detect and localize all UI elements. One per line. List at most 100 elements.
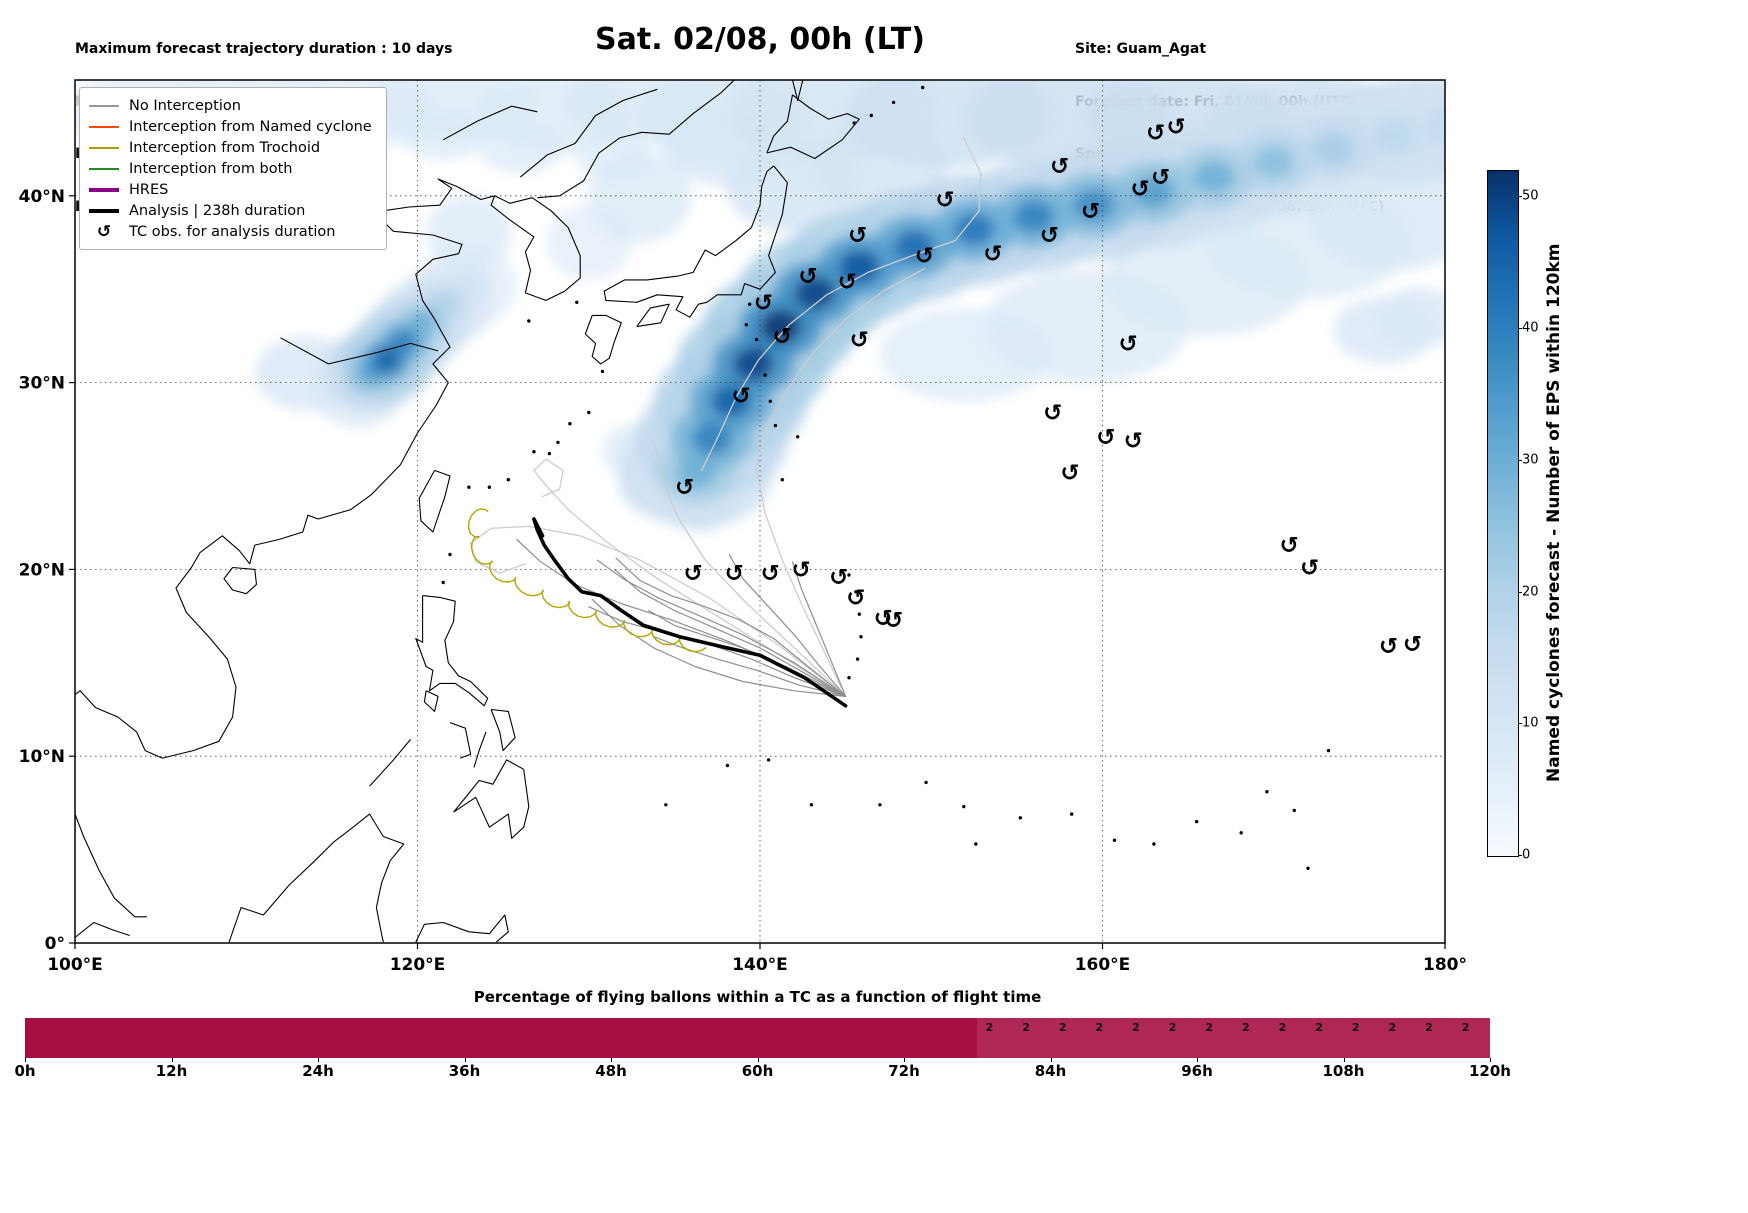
- legend-label: Interception from Trochoid: [129, 139, 321, 156]
- bar-annotation: 2: [985, 1021, 994, 1034]
- y-tick-label: 10°N: [19, 747, 65, 767]
- bar-annotation: 2: [1315, 1021, 1323, 1034]
- trajectory-trochoid: [467, 508, 707, 653]
- legend-label: HRES: [129, 181, 169, 198]
- x-tick-label: 160°E: [1075, 955, 1131, 975]
- bar-x-tick-label: 12h: [155, 1062, 188, 1080]
- colorbar-tick-label: 50: [1522, 188, 1539, 204]
- legend-line-swatch: [88, 208, 120, 213]
- tc-obs-icon: ↺: [1096, 425, 1115, 451]
- bar-x-tick-label: 24h: [302, 1062, 334, 1080]
- trajectory-no-interception: [654, 445, 847, 698]
- bar-annotation: 2: [1022, 1021, 1030, 1034]
- legend: No Interception Interception from Named c…: [79, 87, 387, 250]
- legend-item: Interception from both: [88, 158, 372, 179]
- x-tick-label: 140°E: [732, 955, 788, 975]
- colorbar-tick-label: 0: [1522, 847, 1531, 863]
- bar-x-tick-label: 120h: [1469, 1062, 1511, 1080]
- tc-obs-icon: ↺: [1280, 533, 1299, 559]
- page-title: Sat. 02/08, 00h (LT): [595, 22, 925, 57]
- tc-obs-symbols: ↺ ↺↺↺ ↺↺ ↺↺ ↺↺ ↺↺ ↺↺↺ ↺ ↺↺↺↺ ↺↺↺↺↺↺ ↺ ↺ ↺ ↺↺↺↺↺ ↺: [675, 115, 1422, 660]
- tc-obs-icon: ↺: [848, 223, 867, 249]
- bar-annotation: 2: [1425, 1021, 1433, 1034]
- density-layer: [75, 80, 1445, 533]
- tc-obs-icon: ↺: [829, 565, 848, 591]
- legend-label: TC obs. for analysis duration: [129, 223, 336, 240]
- colorbar-tick-mark: [1518, 855, 1522, 856]
- tc-obs-icon: ↺: [884, 608, 903, 634]
- trajectory: [791, 561, 847, 698]
- trajectory: [653, 636, 847, 698]
- tc-obs-icon: ↺: [1040, 223, 1059, 249]
- tc-obs-icon: ↺: [754, 290, 773, 316]
- bar-segment: [977, 1018, 1490, 1058]
- legend-label: Interception from both: [129, 160, 293, 177]
- colorbar-tick-label: 10: [1522, 715, 1539, 731]
- bar-annotation: 2: [1278, 1021, 1287, 1034]
- x-tick-label: 180°: [1423, 955, 1467, 975]
- bar-annotation: 2: [1388, 1021, 1397, 1034]
- bar-x-tick-label: 108h: [1322, 1062, 1365, 1080]
- tc-obs-icon: ↺: [846, 585, 865, 611]
- bar-annotation: 2: [1132, 1021, 1140, 1034]
- trajectory: [588, 606, 847, 698]
- colorbar-tick-mark: [1518, 459, 1522, 461]
- tc-obs-icon: ↺: [761, 561, 780, 587]
- legend-item: Interception from Named cyclone: [88, 116, 372, 137]
- trajectory-no-interception: [469, 525, 847, 698]
- bar-x-tick-mark: [1343, 1058, 1345, 1062]
- colorbar-tick-mark: [1518, 328, 1522, 330]
- bar-x-tick-label: 48h: [595, 1062, 627, 1080]
- site-text: Site: Guam_Agat: [1075, 41, 1207, 57]
- tc-obs-icon: ↺: [935, 188, 954, 214]
- tc-obs-icon: ↺: [838, 270, 857, 296]
- tc-obs-icon: ↺: [1043, 401, 1062, 427]
- bar-x-tick-mark: [25, 1058, 26, 1062]
- bar-x-tick-mark: [171, 1058, 173, 1062]
- max-duration-text: Maximum forecast trajectory duration : 1…: [75, 41, 453, 57]
- legend-item: HRES: [88, 179, 372, 200]
- colorbar-tick-mark: [1518, 196, 1522, 198]
- bar-x-tick-mark: [757, 1058, 759, 1062]
- bar-annotation: 2: [1205, 1021, 1214, 1034]
- colorbar-tick-label: 20: [1522, 584, 1539, 600]
- analysis-track: [532, 517, 848, 708]
- bar-x-tick-mark: [611, 1058, 612, 1062]
- bar-x-tick-label: 96h: [1181, 1062, 1213, 1080]
- grid: [75, 80, 1445, 943]
- bar: [25, 1018, 1490, 1058]
- bar-x-tick-label: 0h: [14, 1062, 36, 1080]
- bar-annotation: 2: [1058, 1021, 1067, 1034]
- y-tick-label: 30°N: [19, 374, 65, 394]
- axis-labels: 100°E 120°E 140°E 160°E 180° 0° 10°N 20°N 30°N 40…: [19, 187, 1467, 975]
- legend-label: No Interception: [129, 97, 241, 114]
- legend-line-swatch: [88, 187, 120, 192]
- trajectory-no-interception: [755, 268, 926, 698]
- trajectory-no-interception: [533, 458, 847, 698]
- legend-item: ↺ TC obs. for analysis duration: [88, 221, 372, 242]
- x-tick-label: 100°E: [47, 955, 103, 975]
- bar-x-tick-mark: [464, 1058, 466, 1062]
- colorbar: [1487, 170, 1519, 857]
- bottom-chart-title: Percentage of flying ballons within a TC…: [473, 988, 1042, 1006]
- bar-x-tick-mark: [904, 1058, 905, 1062]
- y-tick-label: 40°N: [19, 187, 65, 207]
- legend-label: Interception from Named cyclone: [129, 118, 372, 135]
- tc-obs-icon: ↺: [96, 221, 112, 242]
- tc-obs-icon: ↺: [1146, 120, 1165, 146]
- bar-x-tick-mark: [318, 1058, 319, 1062]
- tc-obs-icon: ↺: [1166, 115, 1185, 141]
- trajectory: [613, 568, 847, 698]
- tc-obs-icon: ↺: [915, 244, 934, 270]
- legend-line-swatch: [88, 167, 120, 170]
- legend-line-swatch: [88, 104, 120, 107]
- trajectories: [467, 137, 982, 708]
- tc-obs-icon: ↺: [1131, 176, 1150, 202]
- colorbar-tick-label: 40: [1522, 320, 1539, 336]
- legend-item: No Interception: [88, 95, 372, 116]
- legend-item: Interception from Trochoid: [88, 137, 372, 158]
- colorbar-tick-mark: [1518, 723, 1522, 725]
- y-tick-label: 20°N: [19, 560, 65, 580]
- tc-obs-icon: ↺: [1379, 634, 1398, 660]
- trajectory-no-interception: [701, 137, 982, 472]
